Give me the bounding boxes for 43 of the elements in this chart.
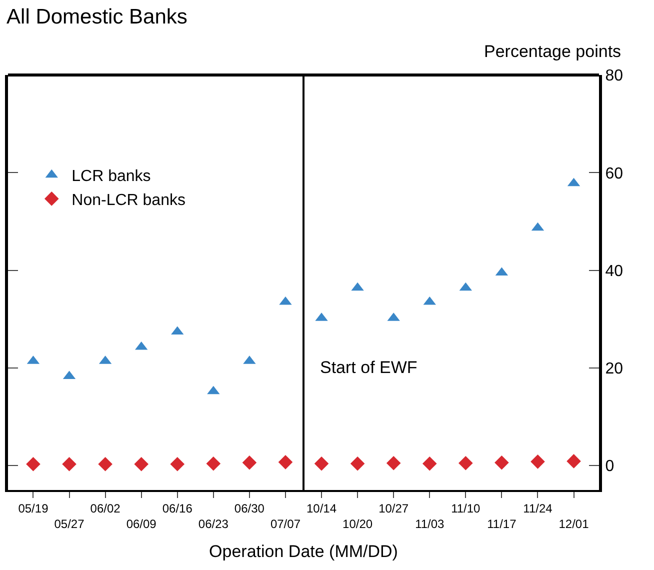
point (26, 456, 40, 472)
y-tick-label: 0 (605, 458, 614, 476)
x-tick-label: 11/17 (487, 517, 517, 531)
point (530, 454, 545, 469)
x-tick-label: 11/03 (415, 517, 445, 531)
point (566, 454, 581, 468)
x-tick-label: 06/09 (126, 517, 157, 531)
legend-label: LCR banks (72, 168, 151, 186)
point (62, 456, 76, 472)
point (278, 455, 293, 470)
point (134, 456, 148, 472)
y-axis-title: Percentage points (484, 42, 622, 61)
x-tick-label: 10/14 (306, 501, 337, 516)
x-tick-label: 06/02 (90, 501, 121, 516)
x-tick-label: 10/20 (342, 517, 373, 531)
point (422, 456, 437, 471)
point (242, 456, 257, 470)
x-tick-label: 12/01 (558, 517, 590, 531)
x-tick-label: 11/10 (451, 501, 481, 516)
y-tick-label: 60 (605, 165, 624, 182)
annotation: Start of EWF (320, 358, 418, 377)
y-tick-label: 20 (605, 360, 624, 378)
x-tick-label: 05/27 (54, 517, 85, 531)
point (458, 456, 473, 470)
x-tick-label: 06/16 (162, 501, 193, 516)
y-tick-label: 80 (605, 68, 624, 85)
point (170, 456, 185, 472)
point (494, 456, 509, 470)
x-tick-label: 10/27 (378, 501, 409, 516)
x-tick-label: 11/24 (523, 501, 553, 516)
y-tick-label: 40 (605, 262, 624, 280)
x-tick-label: 05/19 (18, 501, 49, 516)
point (98, 456, 112, 472)
x-axis-title: Operation Date (MM/DD) (209, 542, 398, 561)
x-tick-label: 06/23 (198, 517, 229, 531)
point (206, 456, 221, 471)
x-tick-label: 06/30 (234, 501, 265, 516)
point (386, 456, 401, 470)
point (350, 456, 365, 471)
legend-label: Non-LCR banks (72, 192, 186, 209)
point (314, 456, 329, 471)
chart-title: All Domestic Banks (6, 5, 188, 28)
x-tick-label: 07/07 (270, 517, 301, 531)
